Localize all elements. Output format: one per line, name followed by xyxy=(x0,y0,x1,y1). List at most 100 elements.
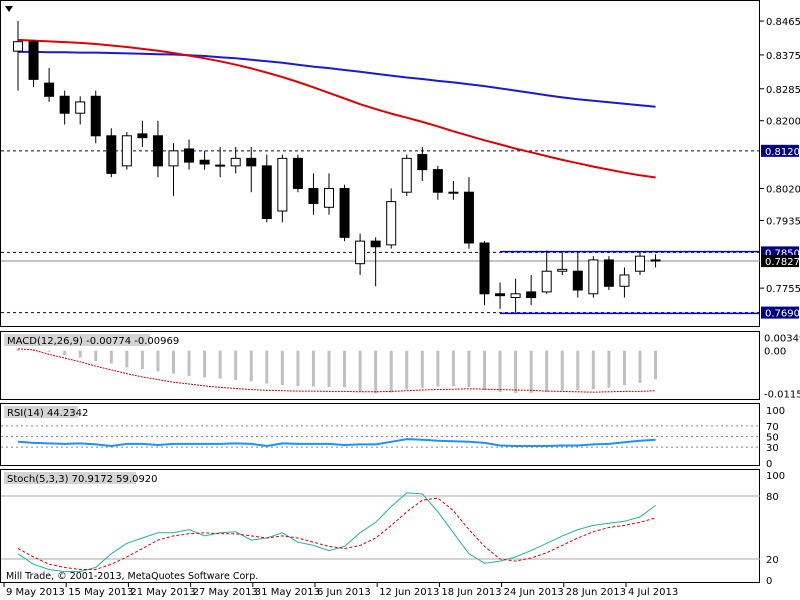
macd-histogram-bar xyxy=(63,350,67,356)
candle xyxy=(184,139,195,170)
candle-body xyxy=(199,159,210,165)
date-axis-label: 4 Jul 2013 xyxy=(628,587,678,598)
candle-body xyxy=(432,169,443,193)
macd-histogram-bar xyxy=(94,350,98,362)
macd-signal-line xyxy=(17,348,656,393)
candle xyxy=(495,282,506,309)
candle xyxy=(121,132,132,170)
macd-histogram-bar xyxy=(529,350,533,393)
candle xyxy=(199,150,210,170)
stoch-axis-label: 100 xyxy=(766,471,785,482)
candle xyxy=(370,237,381,287)
date-axis-label: 6 Jun 2013 xyxy=(317,587,371,598)
price-axis-label: 0.7690 xyxy=(765,309,800,320)
date-axis-label: 21 May 2013 xyxy=(130,587,195,598)
macd-histogram-bar xyxy=(203,350,207,378)
candle xyxy=(90,90,101,144)
candle-body xyxy=(386,201,397,246)
candle-body xyxy=(292,157,303,189)
candle-body xyxy=(75,101,86,114)
candle xyxy=(261,154,272,223)
candle-body xyxy=(510,293,521,299)
stoch-axis-label: 0 xyxy=(766,576,772,587)
date-axis-label: 18 Jun 2013 xyxy=(441,587,501,598)
macd-title-bg xyxy=(4,334,150,346)
price-label-box xyxy=(761,255,799,268)
candle-body xyxy=(572,270,583,291)
copyright-text: Mill Trade, © 2001-2013, MetaQuotes Soft… xyxy=(6,571,258,582)
candle xyxy=(432,165,443,200)
candle xyxy=(277,154,288,223)
candle xyxy=(75,96,86,125)
stoch-title-bg xyxy=(4,472,136,484)
candle xyxy=(510,278,521,313)
candle xyxy=(463,177,474,249)
macd-histogram-bar xyxy=(576,350,580,391)
macd-histogram-bar xyxy=(638,350,642,383)
candle-body xyxy=(246,157,257,167)
macd-histogram-bar xyxy=(125,350,129,368)
macd-histogram-bar xyxy=(265,350,269,384)
rsi-axis-label: 30 xyxy=(766,443,779,454)
macd-histogram-bar xyxy=(16,348,20,351)
date-axis-label: 28 Jun 2013 xyxy=(566,587,626,598)
date-axis-label: 24 Jun 2013 xyxy=(504,587,564,598)
scroll-marker-icon[interactable] xyxy=(5,6,13,12)
macd-histogram-bar xyxy=(545,350,549,393)
candle xyxy=(603,256,614,291)
rsi-axis-label: 70 xyxy=(766,422,779,433)
candle-body xyxy=(59,95,70,114)
macd-histogram-bar xyxy=(47,350,51,352)
macd-histogram-bar xyxy=(467,350,471,387)
candle-body xyxy=(184,148,195,163)
date-axis-label: 31 May 2013 xyxy=(255,587,320,598)
candle xyxy=(308,173,319,215)
macd-histogram-bar xyxy=(327,350,331,387)
candle xyxy=(59,90,70,125)
candle xyxy=(557,252,568,275)
candle-body xyxy=(526,291,537,299)
rsi-line xyxy=(17,438,656,448)
macd-histogram-bar xyxy=(654,350,658,380)
macd-histogram-bar xyxy=(451,350,455,387)
candle-body xyxy=(324,187,334,208)
candle-body xyxy=(261,165,272,220)
candle xyxy=(417,147,428,181)
candle xyxy=(230,147,241,174)
rsi-axis-label: 100 xyxy=(766,406,785,417)
macd-histogram-bar xyxy=(389,350,393,393)
macd-histogram-bar xyxy=(560,350,564,391)
candle-body xyxy=(28,41,39,80)
macd-histogram-bar xyxy=(280,350,284,386)
candle xyxy=(152,120,163,178)
candle-body xyxy=(44,82,55,97)
rsi-title-bg xyxy=(4,406,78,418)
macd-histogram-bar xyxy=(514,350,518,393)
macd-histogram-bar xyxy=(591,350,595,390)
price-axis-label: 0.7935 xyxy=(766,216,800,227)
price-axis-label: 0.8200 xyxy=(766,117,800,128)
candle-body xyxy=(650,259,661,262)
candle-body xyxy=(557,268,568,272)
candle-body xyxy=(401,157,412,193)
candle-body xyxy=(106,135,117,174)
stoch-panel[interactable] xyxy=(0,469,760,583)
macd-axis-label: -0.01159 xyxy=(764,390,800,401)
candle xyxy=(635,252,645,275)
date-axis-label: 9 May 2013 xyxy=(6,587,65,598)
macd-histogram-bar xyxy=(405,350,409,390)
candle-body xyxy=(619,274,630,287)
macd-histogram-bar xyxy=(311,350,315,387)
candle xyxy=(44,68,55,102)
candle xyxy=(355,233,366,275)
price-axis-label: 0.8465 xyxy=(766,17,800,28)
candle-body xyxy=(370,240,381,248)
candle xyxy=(541,250,552,294)
stoch-signal-line xyxy=(17,497,656,570)
rsi-panel[interactable] xyxy=(0,403,760,466)
candle xyxy=(137,120,148,148)
macd-histogram-bar xyxy=(420,350,424,388)
candle-body xyxy=(168,150,179,167)
